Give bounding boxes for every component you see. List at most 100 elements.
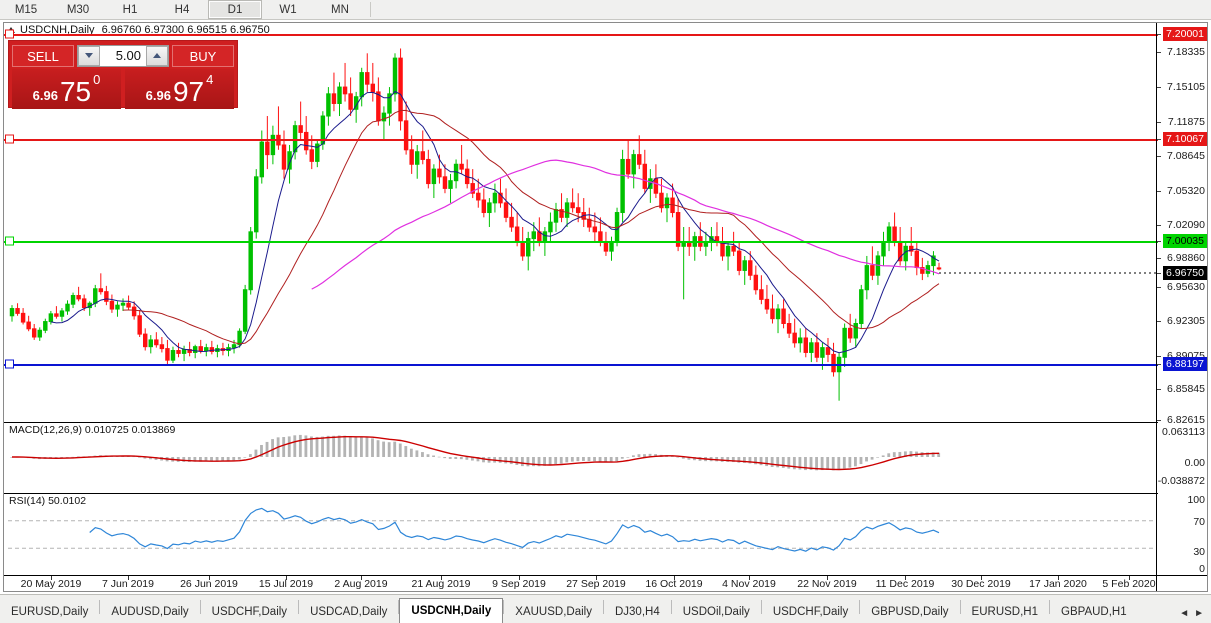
timeframe-d1[interactable]: D1 [208, 0, 262, 19]
level-line-resistance-upper[interactable] [4, 34, 1158, 36]
moving-average-line [50, 90, 940, 354]
price-tick [1157, 364, 1161, 365]
level-line-support-green[interactable] [4, 241, 1158, 243]
buy-price-prefix: 6.96 [145, 88, 171, 103]
date-tick [1129, 576, 1130, 580]
chart-tab-audusd-daily[interactable]: AUDUSD,Daily [111, 606, 189, 618]
buy-price-main: 97 [172, 76, 205, 108]
indicator-scale-label: 0.063113 [1161, 426, 1205, 438]
indicator-scale-label: -0.038872 [1157, 475, 1205, 487]
price-tick [1157, 156, 1161, 157]
level-handle-support-green[interactable] [5, 236, 14, 246]
level-handle-resistance-lower[interactable] [5, 134, 14, 144]
sell-price-quote[interactable]: 6.96 75 0 [12, 69, 121, 109]
volume-input[interactable]: 5.00 [100, 45, 146, 66]
date-label: 15 Jul 2019 [258, 578, 314, 590]
tab-separator [760, 600, 762, 614]
chart-window[interactable]: USDCNH,Daily 6.96760 6.97300 6.96515 6.9… [3, 22, 1208, 592]
chart-tab-usdcad-daily[interactable]: USDCAD,Daily [310, 606, 388, 618]
tab-prev-icon[interactable]: ◄ [1179, 608, 1190, 619]
date-label: 20 May 2019 [20, 578, 82, 590]
timeframe-h4[interactable]: H4 [174, 3, 190, 16]
date-tick [827, 576, 828, 580]
indicator-scale-label: 30 [1193, 546, 1205, 558]
moving-average-line [311, 159, 940, 290]
price-label: 7.11875 [1167, 116, 1205, 128]
sell-button[interactable]: SELL [12, 44, 74, 67]
price-label: 6.95630 [1167, 281, 1205, 293]
chart-tab-bar[interactable]: EURUSD,Daily AUDUSD,Daily USDCHF,Daily USDC… [0, 594, 1211, 623]
chart-tab-usdchf-daily[interactable]: USDCHF,Daily [211, 606, 288, 618]
price-label: 7.08645 [1167, 150, 1205, 162]
level-handle-support-blue[interactable] [5, 359, 14, 369]
date-tick [441, 576, 442, 580]
price-label: 6.85845 [1167, 383, 1205, 395]
tab-separator [99, 600, 101, 614]
moving-average-line [122, 109, 940, 345]
macd-pane [4, 422, 1158, 423]
chart-tab-usdcnh-daily[interactable]: USDCNH,Daily [399, 598, 504, 623]
buy-price-quote[interactable]: 6.96 97 4 [125, 69, 234, 109]
timeframe-h1[interactable]: H1 [122, 3, 138, 16]
chart-tab-dj30-h4[interactable]: DJ30,H4 [614, 606, 660, 618]
chart-tab-gbpusd-daily[interactable]: GBPUSD,Daily [871, 606, 949, 618]
price-tick [1157, 389, 1161, 390]
timeframe-mn[interactable]: MN [331, 3, 349, 16]
date-tick [519, 576, 520, 580]
price-label: 6.98860 [1167, 252, 1205, 264]
volume-increment-button[interactable] [146, 45, 168, 66]
macd-signal-line [12, 436, 940, 471]
date-axis: 20 May 2019 7 Jun 2019 26 Jun 2019 15 Jul 2… [4, 575, 1207, 591]
volume-decrement-button[interactable] [78, 45, 100, 66]
one-click-trade-panel[interactable]: SELL 5.00 BUY 6.96 75 0 6.96 97 4 [8, 40, 238, 109]
price-tick [1157, 191, 1161, 192]
date-tick [749, 576, 750, 580]
date-label: 7 Jun 2019 [102, 578, 154, 590]
chart-tab-xauusd-daily[interactable]: XAUUSD,Daily [515, 606, 592, 618]
tab-nav-controls: ◄ ► [1172, 608, 1211, 623]
price-tick [1157, 321, 1161, 322]
timeframe-toolbar: M15 M30 H1 H4 D1 W1 MN [0, 0, 1211, 20]
price-label-highlighted: 7.20001 [1163, 27, 1207, 41]
rsi-title: RSI(14) 50.0102 [9, 495, 87, 507]
price-tick [1157, 122, 1161, 123]
rsi-line [89, 507, 940, 552]
date-tick [1058, 576, 1059, 580]
indicator-scale-label: 0 [1199, 563, 1205, 575]
chart-tab-usdchf-daily[interactable]: USDCHF,Daily [772, 606, 849, 618]
chart-tab-eurusd-h1[interactable]: EURUSD,H1 [971, 606, 1039, 618]
date-label: 21 Aug 2019 [411, 578, 471, 590]
indicator-scale-label: 0.00 [1184, 457, 1205, 469]
level-line-resistance-lower[interactable] [4, 139, 1158, 141]
date-label: 30 Dec 2019 [951, 578, 1011, 590]
buy-button[interactable]: BUY [172, 44, 234, 67]
timeframe-m30[interactable]: M30 [66, 3, 90, 16]
date-tick [51, 576, 52, 580]
trade-quotes-row: 6.96 75 0 6.96 97 4 [12, 69, 234, 109]
price-tick [1157, 225, 1161, 226]
date-label: 5 Feb 2020 [1102, 578, 1156, 590]
chart-tab-gbpaud-h1[interactable]: GBPAUD,H1 [1061, 606, 1127, 618]
date-label: 26 Jun 2019 [180, 578, 238, 590]
chart-tab-eurusd-daily[interactable]: EURUSD,Daily [11, 606, 89, 618]
volume-stepper[interactable]: 5.00 [77, 44, 169, 67]
tab-separator [503, 600, 505, 614]
date-tick [596, 576, 597, 580]
price-label-highlighted: 7.10067 [1163, 132, 1207, 146]
sell-price-prefix: 6.96 [32, 88, 58, 103]
level-handle-resistance-upper[interactable] [5, 29, 14, 39]
tab-separator [298, 600, 300, 614]
timeframe-w1[interactable]: W1 [279, 3, 297, 16]
price-tick [1157, 241, 1161, 242]
chart-tab-usdoil-daily[interactable]: USDOil,Daily [682, 606, 750, 618]
price-label: 7.02090 [1167, 219, 1205, 231]
price-scale[interactable]: 7.20001 7.18335 7.15105 7.11875 7.10067 7.086… [1156, 23, 1207, 591]
level-line-support-blue[interactable] [4, 364, 1158, 366]
price-label: 7.05320 [1167, 185, 1205, 197]
date-label: 22 Nov 2019 [797, 578, 857, 590]
tab-separator [859, 600, 861, 614]
price-label-highlighted: 6.88197 [1163, 357, 1207, 371]
tab-next-icon[interactable]: ► [1194, 608, 1204, 619]
date-label: 11 Dec 2019 [875, 578, 935, 590]
timeframe-m15[interactable]: M15 [14, 3, 38, 16]
